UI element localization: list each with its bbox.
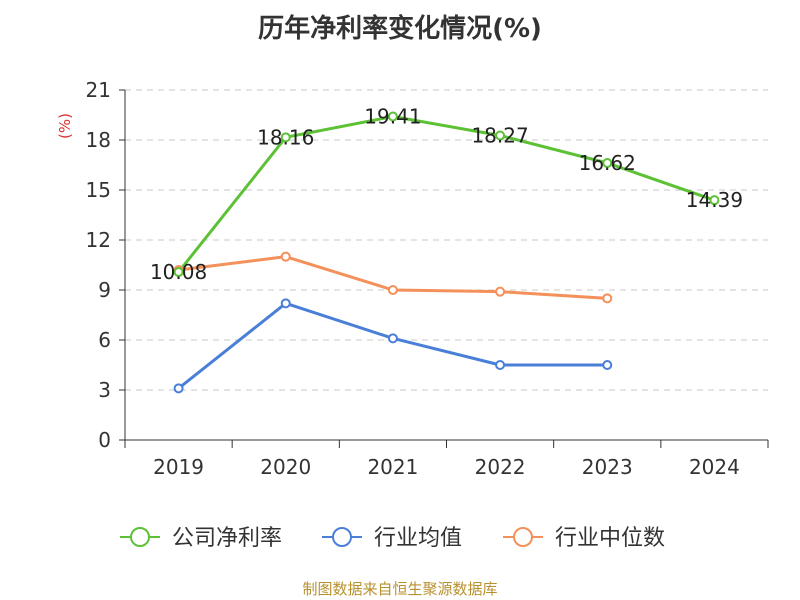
data-label: 10.08 <box>150 260 207 284</box>
data-source-note: 制图数据来自恒生聚源数据库 <box>302 580 498 598</box>
x-tick-label: 2019 <box>153 455 204 479</box>
data-point <box>387 333 398 344</box>
chart-title: 历年净利率变化情况(%) <box>258 14 542 44</box>
y-tick-label: 6 <box>98 328 111 352</box>
y-tick-label: 3 <box>98 378 111 402</box>
data-point <box>602 158 613 168</box>
legend-swatch-marker <box>130 527 150 547</box>
data-point <box>387 111 398 122</box>
data-point <box>173 383 184 394</box>
data-point <box>280 251 291 262</box>
series-line <box>177 115 715 273</box>
legend-swatch-marker <box>332 527 352 547</box>
x-tick-label: 2023 <box>582 455 633 479</box>
x-tick-label: 2022 <box>475 455 526 479</box>
data-point <box>280 132 291 143</box>
legend-label: 行业中位数 <box>555 526 665 551</box>
y-tick-label: 18 <box>86 128 111 152</box>
data-point <box>495 360 506 370</box>
y-tick-label: 12 <box>86 228 111 252</box>
data-label: 18.27 <box>471 124 528 148</box>
data-point <box>495 286 506 297</box>
data-point <box>602 360 613 370</box>
y-tick-label: 15 <box>86 178 111 202</box>
y-tick-label: 21 <box>86 78 111 102</box>
data-point <box>602 293 613 304</box>
data-label: 14.39 <box>686 188 743 212</box>
x-tick-label: 2020 <box>260 455 311 479</box>
data-point <box>280 298 291 309</box>
data-label: 16.62 <box>579 151 636 175</box>
x-tick-label: 2024 <box>689 455 740 479</box>
legend-label: 行业均值 <box>374 526 462 551</box>
legend-label: 公司净利率 <box>172 526 282 551</box>
data-label: 18.16 <box>257 125 314 149</box>
y-tick-label: 0 <box>98 428 111 452</box>
data-point <box>709 195 720 206</box>
legend-swatch-marker <box>513 527 533 547</box>
data-point <box>387 285 398 295</box>
data-point <box>495 130 506 141</box>
x-tick-label: 2021 <box>367 455 418 479</box>
y-tick-label: 9 <box>98 278 111 302</box>
y-axis-label: (%) <box>56 113 74 139</box>
series-line <box>177 301 608 390</box>
data-label: 19.41 <box>364 105 421 129</box>
data-point <box>173 267 184 277</box>
